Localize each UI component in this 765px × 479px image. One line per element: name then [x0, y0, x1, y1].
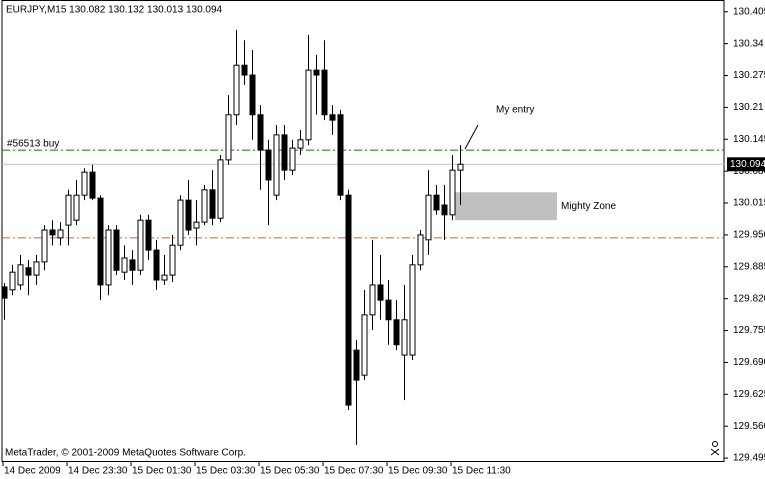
candle-body — [257, 114, 264, 151]
zone-label: Mighty Zone — [561, 201, 616, 212]
y-tick-label: 130.275 — [733, 70, 765, 81]
candle-body — [425, 194, 432, 241]
candle-body — [201, 189, 208, 223]
candle-body — [385, 299, 392, 321]
candle-body — [369, 284, 376, 316]
zone — [455, 192, 557, 221]
y-tick-label: 129.690 — [733, 357, 765, 368]
candle-body — [129, 259, 136, 271]
candle-body — [321, 69, 328, 116]
candle-body — [97, 197, 104, 286]
y-tick-label: 129.755 — [733, 325, 765, 336]
skull-icon — [710, 441, 720, 456]
candle-body — [105, 229, 112, 286]
candle-body — [233, 64, 240, 116]
candle-body — [273, 134, 280, 196]
candle-body — [65, 194, 72, 226]
x-tick-label: 14 Dec 23:30 — [68, 466, 128, 477]
candle-body — [209, 189, 216, 219]
y-tick-label: 130.145 — [733, 134, 765, 145]
candle-body — [9, 271, 16, 291]
candle-body — [393, 319, 400, 346]
candle-body — [377, 284, 384, 301]
candle-body — [1, 286, 8, 299]
y-tick-label: 130.21 — [733, 102, 764, 113]
annotation: My entry — [496, 105, 534, 116]
order-label: #56513 buy — [7, 139, 59, 150]
x-tick-label: 15 Dec 11:30 — [452, 466, 511, 477]
candle-body — [441, 204, 448, 216]
candle-body — [33, 261, 40, 276]
candle-body — [457, 163, 464, 171]
candle-body — [449, 169, 456, 216]
candle-body — [137, 219, 144, 271]
candle-body — [169, 244, 176, 276]
candle-body — [161, 274, 168, 281]
candle-body — [281, 134, 288, 171]
candle-body — [177, 199, 184, 246]
candle-body — [409, 264, 416, 356]
candle-body — [73, 194, 80, 221]
candle-body — [113, 229, 120, 271]
candle-body — [297, 139, 304, 149]
y-tick-label: 129.560 — [733, 421, 765, 432]
candle-body — [17, 264, 24, 286]
x-tick-label: 14 Dec 2009 — [4, 466, 61, 477]
candle-body — [57, 229, 64, 239]
candle-body — [193, 221, 200, 229]
candle-body — [217, 159, 224, 219]
candle-body — [241, 64, 248, 76]
candle-body — [417, 234, 424, 266]
x-tick-label: 15 Dec 09:30 — [388, 466, 448, 477]
plot-frame — [1, 0, 725, 462]
candle-body — [345, 194, 352, 406]
y-tick-label: 130.405 — [733, 6, 765, 17]
candle-body — [225, 114, 232, 161]
candle-body — [145, 219, 152, 251]
candle-body — [153, 249, 160, 281]
candle-body — [305, 69, 312, 141]
y-tick-label: 129.495 — [733, 453, 765, 464]
footer: MetaTrader, © 2001-2009 MetaQuotes Softw… — [5, 448, 246, 459]
y-tick-label: 129.625 — [733, 389, 765, 400]
candle-body — [49, 229, 56, 236]
candle-body — [41, 229, 48, 263]
candle-body — [401, 319, 408, 356]
y-tick-label: 130.34 — [733, 38, 764, 49]
candle-body — [81, 171, 88, 196]
candle-body — [353, 349, 360, 381]
candle-body — [289, 147, 296, 171]
x-tick-label: 15 Dec 07:30 — [324, 466, 384, 477]
bid-box — [727, 157, 765, 172]
x-tick-label: 15 Dec 05:30 — [260, 466, 320, 477]
bid-label: 130.094 — [730, 159, 765, 170]
candle-body — [313, 69, 320, 76]
chart-title: EURJPY,M15 130.082 130.132 130.013 130.0… — [6, 5, 223, 16]
y-tick-label: 129.950 — [733, 230, 765, 241]
y-tick-label: 130.015 — [733, 198, 765, 209]
candle-body — [329, 114, 336, 121]
candle-body — [249, 74, 256, 116]
candle-body — [25, 267, 32, 276]
candle-body — [433, 194, 440, 211]
candle-body — [361, 314, 368, 376]
x-tick-label: 15 Dec 01:30 — [132, 466, 192, 477]
y-tick-label: 129.885 — [733, 261, 765, 272]
candle-body — [89, 171, 96, 199]
candle-body — [185, 199, 192, 231]
x-tick-label: 15 Dec 03:30 — [196, 466, 256, 477]
y-tick-label: 129.820 — [733, 293, 765, 304]
candle-body — [337, 114, 344, 196]
y-tick-label: 130.080 — [733, 166, 765, 177]
candle-body — [121, 257, 128, 273]
annotation-pointer — [464, 124, 479, 150]
candle-body — [265, 149, 272, 181]
